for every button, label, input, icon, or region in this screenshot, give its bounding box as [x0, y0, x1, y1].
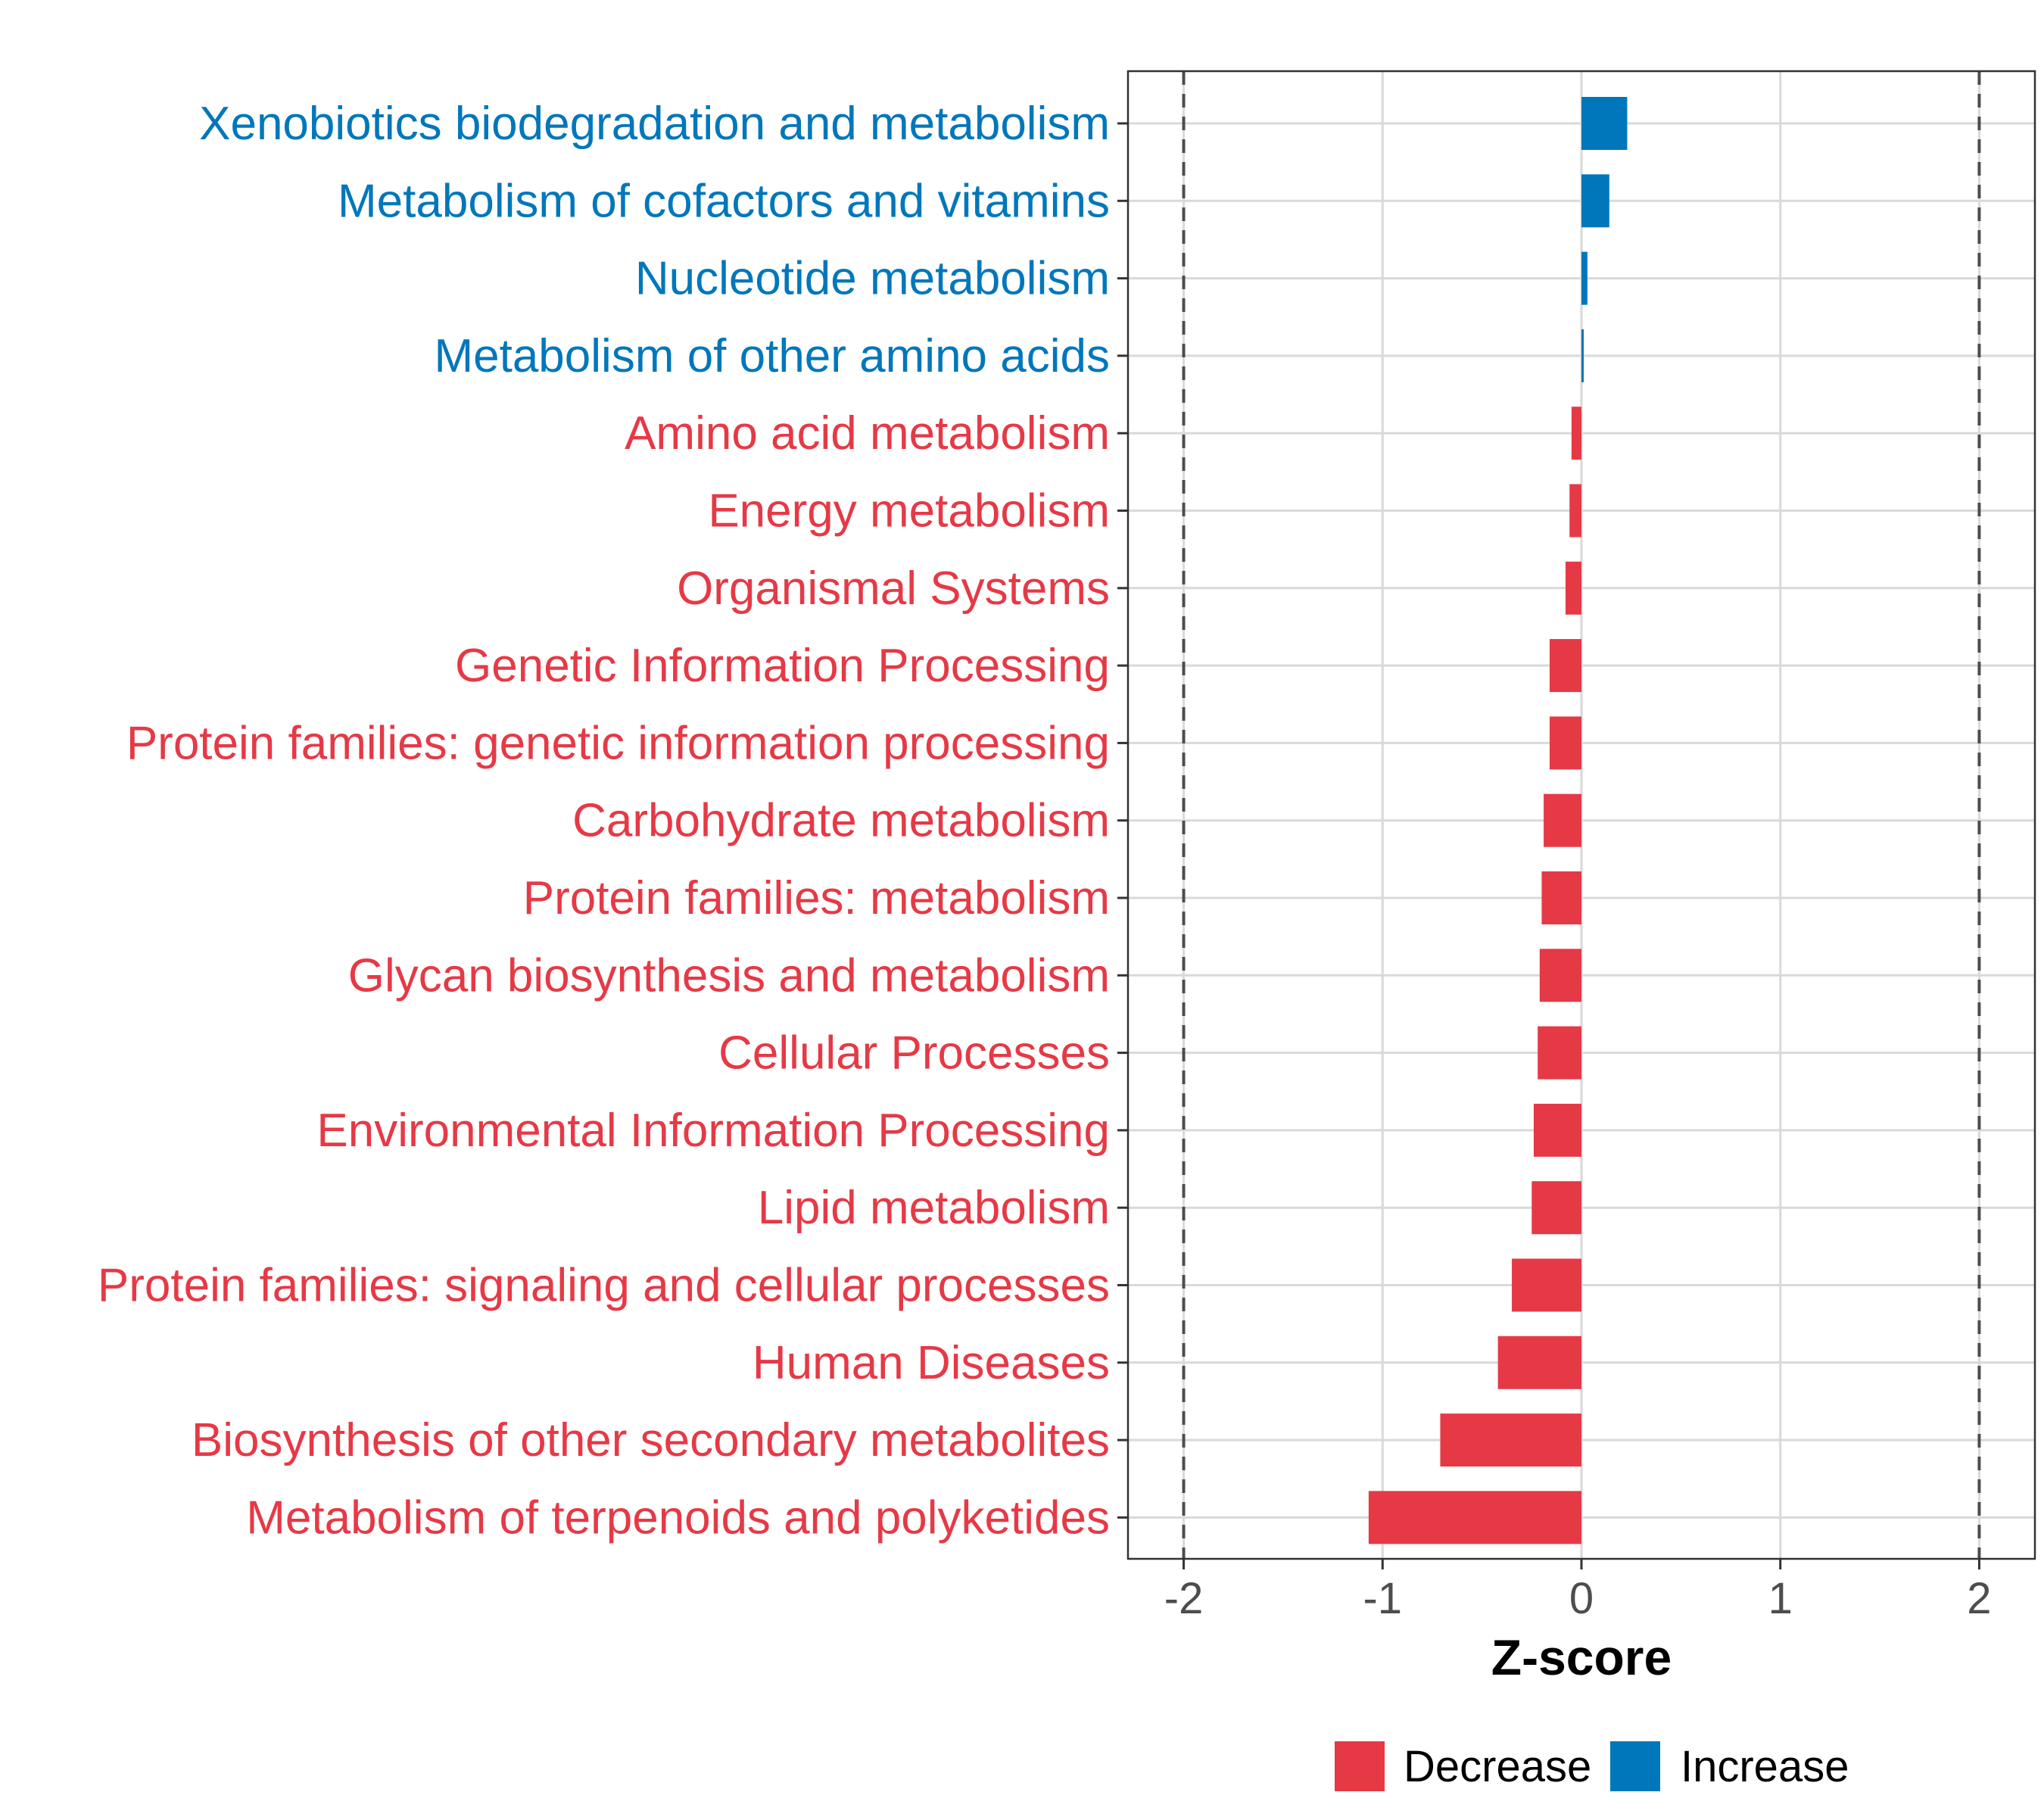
y-axis-label: Glycan biosynthesis and metabolism — [348, 949, 1110, 1002]
y-axis-label: Carbohydrate metabolism — [572, 795, 1110, 847]
x-axis-ticks — [1182, 1559, 1980, 1569]
bar — [1581, 174, 1609, 228]
bar — [1549, 716, 1581, 770]
legend-swatch — [1610, 1741, 1660, 1791]
y-axis-label: Cellular Processes — [718, 1027, 1110, 1080]
y-axis-label: Nucleotide metabolism — [635, 253, 1110, 305]
reference-lines — [1182, 71, 1981, 1559]
bars — [1368, 97, 1628, 1544]
legend: Decrease Increase — [1335, 1741, 1849, 1791]
y-axis-label: Metabolism of cofactors and vitamins — [338, 175, 1110, 227]
bar — [1539, 949, 1581, 1002]
bar — [1581, 329, 1584, 382]
bar — [1512, 1258, 1581, 1312]
y-axis-label: Organismal Systems — [677, 563, 1110, 615]
bar — [1581, 251, 1588, 305]
y-axis-label: Metabolism of other amino acids — [434, 330, 1110, 382]
y-axis-label: Lipid metabolism — [758, 1182, 1110, 1234]
x-tick-label: 2 — [1967, 1574, 1991, 1623]
y-axis-ticks — [1117, 122, 1128, 1519]
bar — [1581, 97, 1628, 150]
x-axis-tick-labels: -2 -1 0 1 2 — [1164, 1574, 1992, 1623]
x-axis-title: Z-score — [1491, 1629, 1672, 1685]
x-tick-label: -2 — [1164, 1574, 1204, 1623]
bar — [1549, 639, 1581, 693]
bar — [1440, 1413, 1581, 1467]
bar — [1544, 793, 1581, 847]
bar — [1541, 871, 1581, 924]
bar — [1368, 1491, 1581, 1544]
legend-label: Decrease — [1404, 1742, 1591, 1791]
bar — [1571, 407, 1581, 460]
y-axis-label: Metabolism of terpenoids and polyketides — [246, 1491, 1110, 1544]
y-axis-labels: Xenobiotics biodegradation and metabolis… — [98, 98, 1110, 1544]
bar — [1497, 1335, 1581, 1389]
y-axis-label: Biosynthesis of other secondary metaboli… — [192, 1414, 1110, 1466]
y-axis-label: Environmental Information Processing — [316, 1105, 1110, 1157]
x-tick-label: -1 — [1363, 1574, 1402, 1623]
legend-swatch — [1335, 1741, 1385, 1791]
x-tick-label: 0 — [1569, 1574, 1594, 1623]
y-axis-label: Human Diseases — [752, 1337, 1110, 1389]
y-axis-label: Protein families: metabolism — [523, 872, 1110, 924]
y-axis-label: Energy metabolism — [708, 485, 1110, 538]
bar — [1533, 1103, 1581, 1157]
y-axis-label: Xenobiotics biodegradation and metabolis… — [199, 98, 1110, 150]
bar — [1538, 1026, 1581, 1080]
bar — [1569, 484, 1581, 538]
y-axis-label: Protein families: signaling and cellular… — [98, 1260, 1110, 1312]
x-tick-label: 1 — [1768, 1574, 1793, 1623]
y-axis-label: Genetic Information Processing — [455, 640, 1110, 692]
bar — [1531, 1181, 1581, 1235]
legend-label: Increase — [1681, 1742, 1849, 1791]
y-axis-label: Amino acid metabolism — [625, 407, 1110, 460]
y-axis-label: Protein families: genetic information pr… — [126, 717, 1110, 769]
bar — [1565, 561, 1581, 615]
